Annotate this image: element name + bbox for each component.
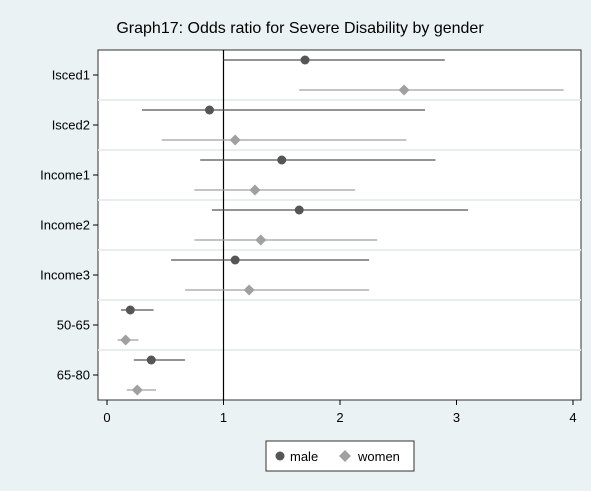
point-male [294,205,304,215]
x-axis: 0 1 2 3 4 [103,400,577,425]
point-women [249,184,261,196]
point-women [131,384,143,396]
point-male [205,105,215,115]
x-tick-label: 3 [453,410,460,425]
x-tick-label: 4 [569,410,576,425]
point-male [125,305,135,315]
x-tick-label: 0 [103,410,110,425]
x-tick-label: 1 [220,410,227,425]
legend-box [265,440,415,472]
y-axis: Isced1 Isced2 Income1 Income2 Income3 50-65 65… [40,68,98,383]
confidence-intervals [117,59,564,391]
legend-women-marker [339,450,351,462]
point-male [277,155,287,165]
point-women [243,284,255,296]
point-male [300,55,310,65]
y-tick-label: Income1 [40,168,90,183]
legend-women-label: women [357,449,400,464]
grid-lines [98,99,581,351]
y-tick-label: 65-80 [57,368,90,383]
point-women [229,134,241,146]
x-tick-label: 2 [336,410,343,425]
legend-male-marker [275,451,285,461]
y-tick-label: Isced2 [52,118,90,133]
point-male [230,255,240,265]
point-male [146,355,156,365]
point-women [398,84,410,96]
legend: male women [265,440,415,472]
y-tick-label: Income3 [40,268,90,283]
legend-male-label: male [290,449,318,464]
plot-area [97,49,582,401]
point-women [255,234,267,246]
point-estimates [120,55,410,396]
chart-title: Graph17: Odds ratio for Severe Disabilit… [116,20,484,37]
y-tick-label: Income2 [40,218,90,233]
point-women [120,334,132,346]
y-tick-label: Isced1 [52,68,90,83]
y-tick-label: 50-65 [57,318,90,333]
